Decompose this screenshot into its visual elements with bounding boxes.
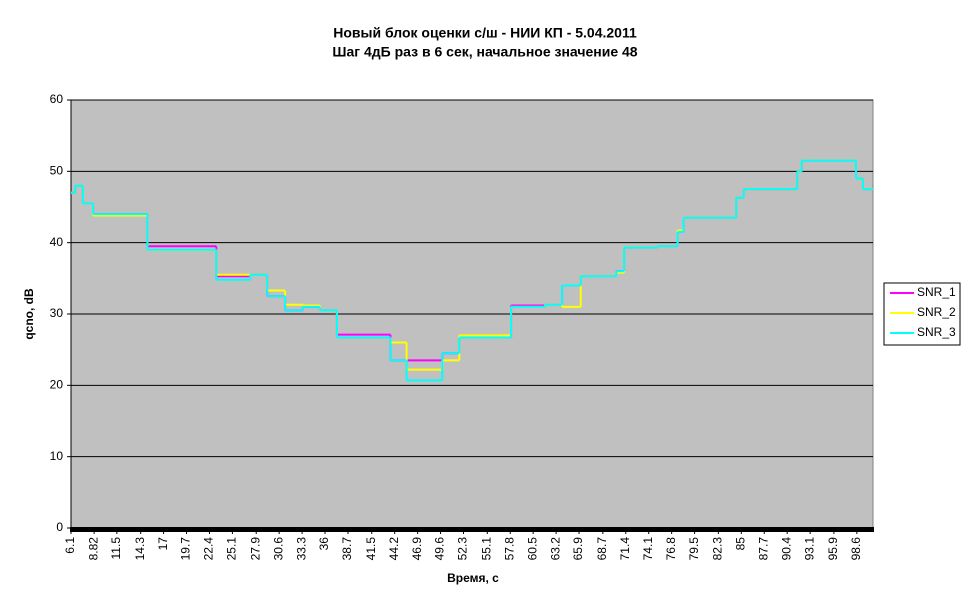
x-tick-label: 8.82	[86, 537, 100, 561]
y-tick-label: 40	[50, 235, 64, 249]
y-tick-label: 20	[50, 378, 64, 392]
chart-subtitle: Шаг 4дБ раз в 6 сек, начальное значение …	[332, 44, 637, 60]
x-tick-label: 63.2	[548, 537, 562, 561]
x-tick-label: 49.6	[433, 537, 447, 561]
x-tick-label: 52.3	[456, 537, 470, 561]
x-tick-label: 60.5	[525, 537, 539, 561]
x-tick-label: 87.7	[756, 537, 770, 561]
x-tick-label: 79.5	[687, 537, 701, 561]
x-tick-label: 76.8	[664, 537, 678, 561]
y-tick-label: 10	[50, 449, 64, 463]
x-tick-label: 46.9	[410, 537, 424, 561]
x-tick-label: 27.9	[248, 537, 262, 561]
x-tick-label: 30.6	[271, 537, 285, 561]
x-tick-label: 95.9	[826, 537, 840, 561]
legend: SNR_1 SNR_2 SNR_3	[883, 282, 961, 346]
x-tick-label: 11.5	[109, 537, 123, 560]
x-tick-label: 98.6	[849, 537, 863, 561]
y-tick-label: 30	[50, 306, 64, 320]
x-tick-label: 68.7	[595, 537, 609, 561]
y-tick-label: 50	[50, 164, 64, 178]
x-axis	[70, 527, 874, 532]
series	[71, 159, 873, 382]
x-tick-label: 19.7	[179, 537, 193, 561]
x-axis-title: Время, с	[447, 571, 499, 585]
x-tick-label: 55.1	[479, 537, 493, 561]
x-tick-label: 6.1	[63, 537, 77, 554]
x-tick-label: 71.4	[618, 537, 632, 561]
y-tick-label: 60	[50, 92, 64, 106]
y-tick-label: 0	[56, 520, 63, 534]
x-tick-label: 90.4	[779, 537, 793, 561]
x-tick-label: 25.1	[225, 537, 239, 561]
x-tick-label: 85	[733, 537, 747, 551]
x-tick-label: 36	[317, 537, 331, 551]
x-tick-label: 44.2	[387, 537, 401, 561]
x-tick-label: 14.3	[133, 537, 147, 561]
x-tick-label: 33.3	[294, 537, 308, 561]
x-tick-label: 41.5	[364, 537, 378, 561]
x-tick-label: 82.3	[711, 537, 725, 561]
y-axis-title: qcno, dB	[22, 288, 36, 340]
x-tick-label: 38.7	[340, 537, 354, 561]
x-tick-label: 93.1	[802, 537, 816, 561]
x-tick-label: 74.1	[641, 537, 655, 561]
legend-label: SNR_2	[917, 305, 956, 319]
x-tick-label: 65.9	[571, 537, 585, 561]
x-tick-label: 17	[156, 537, 170, 551]
legend-label: SNR_1	[917, 285, 956, 299]
x-tick-label: 22.4	[202, 537, 216, 561]
chart-title: Новый блок оценки с/ш - НИИ КП - 5.04.20…	[333, 25, 637, 41]
x-tick-label: 57.8	[502, 537, 516, 561]
plot-area: 0 10 20 30 40 50 60 6.1 8.82 11.5 14.3 17 19.7 22.4 25…	[50, 92, 874, 560]
legend-label: SNR_3	[917, 325, 956, 339]
